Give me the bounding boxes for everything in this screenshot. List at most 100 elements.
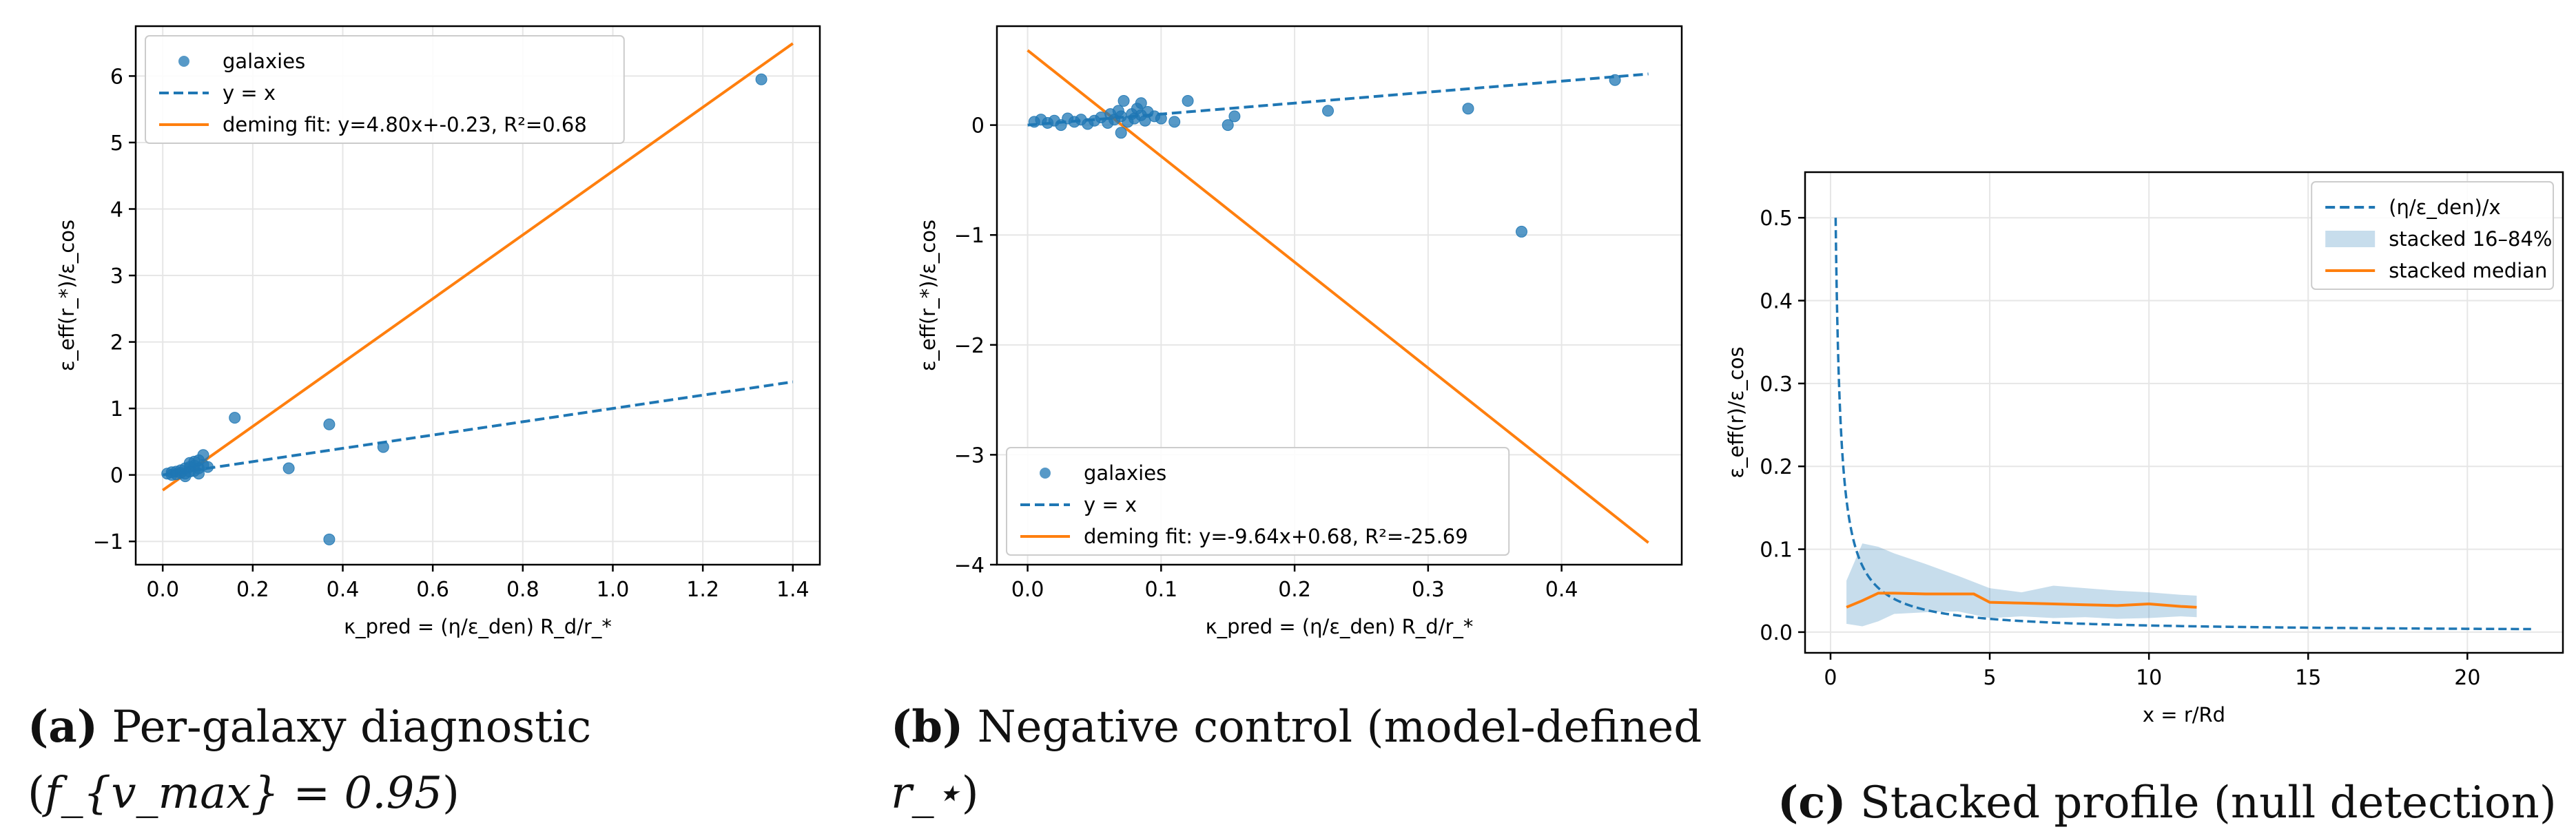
y-axis-label: ε_eff(r_*)/ε_cos: [916, 220, 940, 371]
axes-frame: [1804, 171, 2564, 654]
caption-a-label: (a): [28, 701, 99, 753]
y-tick-label: 0: [110, 464, 123, 488]
chart-c: 0 5 10 15 20 0.0 0.1 0.2 0.3 0.4 0.5 x = r/Rd ε_eff(…: [1724, 171, 2564, 727]
galaxy-point: [1609, 74, 1621, 86]
caption-b-close: ): [961, 768, 979, 819]
galaxy-point: [1462, 103, 1474, 115]
galaxy-point: [1182, 95, 1194, 107]
x-tick-label: 20: [2454, 666, 2480, 690]
caption-b-math: r_⋆: [891, 768, 962, 819]
galaxy-point: [1515, 225, 1527, 238]
legend-entry: galaxies: [223, 50, 305, 73]
y-tick-label: 0.4: [1760, 290, 1793, 314]
legend-entry: deming fit: y=4.80x+-0.23, R²=0.68: [223, 113, 587, 136]
legend-entry: y = x: [223, 81, 276, 105]
x-axis-label: κ_pred = (η/ε_den) R_d/r_*: [344, 615, 612, 638]
axes-frame: [134, 25, 821, 566]
x-tick-label: 0.4: [1545, 578, 1578, 602]
y-tick-label: 6: [110, 65, 123, 89]
caption-c-text: Stacked profile (null detection): [1859, 777, 2557, 828]
galaxy-point: [1168, 116, 1181, 128]
x-tick-label: 1.2: [686, 578, 719, 602]
plot-area: [1027, 49, 1649, 544]
chart-b: 0.0 0.1 0.2 0.3 0.4 −4 −3 −2 −1 0 κ_pred = (η/ε_de…: [916, 25, 1683, 638]
galaxy-point: [377, 441, 389, 453]
caption-a-close: ): [442, 768, 460, 819]
caption-b: (b) Negative control (model-defined r_⋆): [891, 694, 1731, 826]
legend-entry: galaxies: [1084, 461, 1166, 485]
plot-area: [1834, 218, 2531, 631]
legend-entry: (η/ε_den)/x: [2389, 196, 2501, 219]
galaxy-point: [192, 468, 205, 480]
galaxy-point: [323, 533, 336, 545]
y-tick-label: 0.0: [1760, 621, 1793, 645]
legend: galaxies y = x deming fit: y=4.80x+-0.23, …: [145, 35, 625, 144]
band-16-84: [1846, 543, 2197, 627]
y-tick-label: 0: [971, 114, 985, 138]
caption-b-text: Negative control (model-defined: [977, 702, 1702, 753]
y-axis-label: ε_eff(r)/ε_cos: [1724, 346, 1748, 478]
caption-a-math: f_{v_max} = 0.95: [44, 768, 442, 819]
y-tick-label: −4: [954, 554, 985, 578]
y-tick-label: 0.3: [1760, 373, 1793, 397]
legend-marker-galaxies: [1040, 468, 1051, 479]
caption-a-text: Per-galaxy diagnostic (: [28, 702, 592, 819]
fit-line: [162, 42, 794, 492]
model-curve: [1834, 218, 2531, 631]
galaxy-point: [1222, 119, 1234, 132]
y-tick-label: 2: [110, 331, 123, 355]
legend-box: [1006, 447, 1510, 556]
galaxy-point: [1115, 127, 1127, 139]
legend-entry: stacked 16–84%: [2389, 227, 2552, 251]
chart-a: 0.0 0.2 0.4 0.6 0.8 1.0 1.2 1.4 −1 0 1 2 3 4 5 6 κ_pred …: [55, 25, 821, 638]
legend-entry: stacked median: [2389, 259, 2547, 282]
galaxy-point: [1155, 112, 1167, 125]
y-tick-label: 0.1: [1760, 539, 1793, 563]
galaxy-point: [1228, 110, 1241, 123]
y-tick-label: 4: [110, 198, 123, 222]
x-tick-label: 0: [1824, 666, 1837, 690]
legend-marker-band: [2325, 231, 2376, 247]
galaxy-point: [202, 461, 214, 473]
galaxy-point: [179, 470, 192, 483]
x-tick-label: 0.8: [506, 578, 539, 602]
y-tick-label: 5: [110, 132, 123, 156]
y-tick-label: −1: [93, 530, 123, 554]
fit-line: [1846, 592, 2197, 609]
galaxy-point: [1117, 95, 1130, 107]
galaxy-point: [1135, 97, 1147, 109]
x-tick-label: 15: [2295, 666, 2321, 690]
y-tick-label: −2: [954, 334, 985, 358]
x-axis-label: x = r/Rd: [2143, 703, 2225, 727]
axes-frame: [996, 25, 1683, 566]
x-tick-label: 0.2: [1278, 578, 1311, 602]
y-tick-label: 1: [110, 397, 123, 421]
caption-a: (a) Per-galaxy diagnostic (f_{v_max} = 0…: [28, 694, 847, 826]
y-tick-label: 3: [110, 264, 123, 289]
legend-entry: y = x: [1084, 493, 1137, 516]
galaxy-point: [229, 412, 241, 424]
x-tick-label: 0.0: [146, 578, 179, 602]
y-tick-label: 0.5: [1760, 207, 1793, 231]
y-tick-label: −1: [954, 224, 985, 248]
legend-box: [145, 35, 625, 144]
galaxy-point: [282, 462, 295, 474]
legend-entry: deming fit: y=-9.64x+0.68, R²=-25.69: [1084, 525, 1468, 548]
y-tick-label: 0.2: [1760, 455, 1793, 479]
x-tick-label: 5: [1983, 666, 1997, 690]
galaxy-point: [755, 73, 767, 85]
plot-area: [161, 42, 794, 545]
caption-c-label: (c): [1778, 777, 1846, 828]
x-tick-label: 0.6: [416, 578, 449, 602]
y-tick-label: −3: [954, 443, 985, 468]
x-tick-label: 0.2: [236, 578, 269, 602]
legend: galaxies y = x deming fit: y=-9.64x+0.68, …: [1006, 447, 1510, 556]
legend-marker-galaxies: [178, 56, 189, 67]
x-tick-label: 0.0: [1011, 578, 1044, 602]
x-tick-label: 10: [2136, 666, 2162, 690]
fit-line: [1027, 49, 1649, 544]
x-tick-label: 0.4: [327, 578, 360, 602]
galaxy-point: [323, 418, 336, 430]
